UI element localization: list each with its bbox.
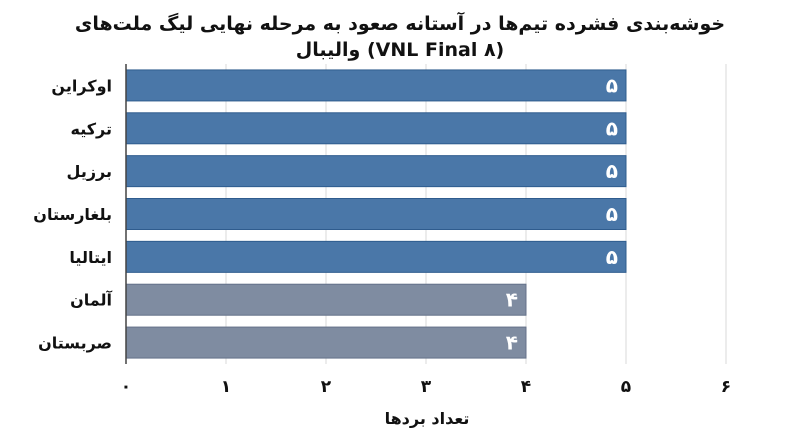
bar <box>125 155 627 188</box>
bar-data-label: ۵ <box>606 73 618 97</box>
category-label: اوکراین <box>51 76 112 95</box>
x-tick-label: ۴ <box>521 377 531 397</box>
category-label: ایتالیا <box>69 248 112 267</box>
category-label: بلغارستان <box>33 205 112 224</box>
x-tick-label: ۵ <box>621 377 631 397</box>
category-label: آلمان <box>70 290 112 310</box>
x-tick-label: ۶ <box>721 377 731 397</box>
bar-data-label: ۵ <box>606 202 618 226</box>
chart-title-line-1: خوشه‌بندی فشرده تیم‌ها در آستانه صعود به… <box>75 11 725 35</box>
x-tick-labels: ۰ ۱ ۲ ۳ ۴ ۵ ۶ <box>121 377 731 397</box>
bar <box>125 69 627 102</box>
bars-group: ۵ ۵ ۵ ۵ ۵ ۴ ۴ <box>125 69 627 359</box>
category-label: صربستان <box>38 334 112 353</box>
bar <box>125 198 627 230</box>
bar-data-label: ۵ <box>606 116 618 140</box>
x-tick-label: ۱ <box>221 377 231 397</box>
category-label: برزیل <box>67 162 112 181</box>
x-tick-label: ۲ <box>321 377 332 397</box>
chart-title-line-2: والیبال (VNL Final ۸) <box>296 39 504 61</box>
x-axis-title: تعداد بردها <box>385 409 470 428</box>
bar-data-label: ۴ <box>506 288 518 312</box>
bar <box>125 326 527 359</box>
x-tick-label: ۰ <box>121 377 131 397</box>
bar-data-label: ۵ <box>606 159 618 183</box>
bar <box>125 240 627 273</box>
category-labels: اوکراین ترکیه برزیل بلغارستان ایتالیا آلمان صر… <box>33 76 112 352</box>
bar <box>125 112 627 145</box>
x-tick-label: ۳ <box>421 377 432 397</box>
category-label: ترکیه <box>71 119 113 138</box>
bar-data-label: ۴ <box>506 331 518 355</box>
bar-data-label: ۵ <box>606 245 618 269</box>
bar <box>125 283 527 316</box>
